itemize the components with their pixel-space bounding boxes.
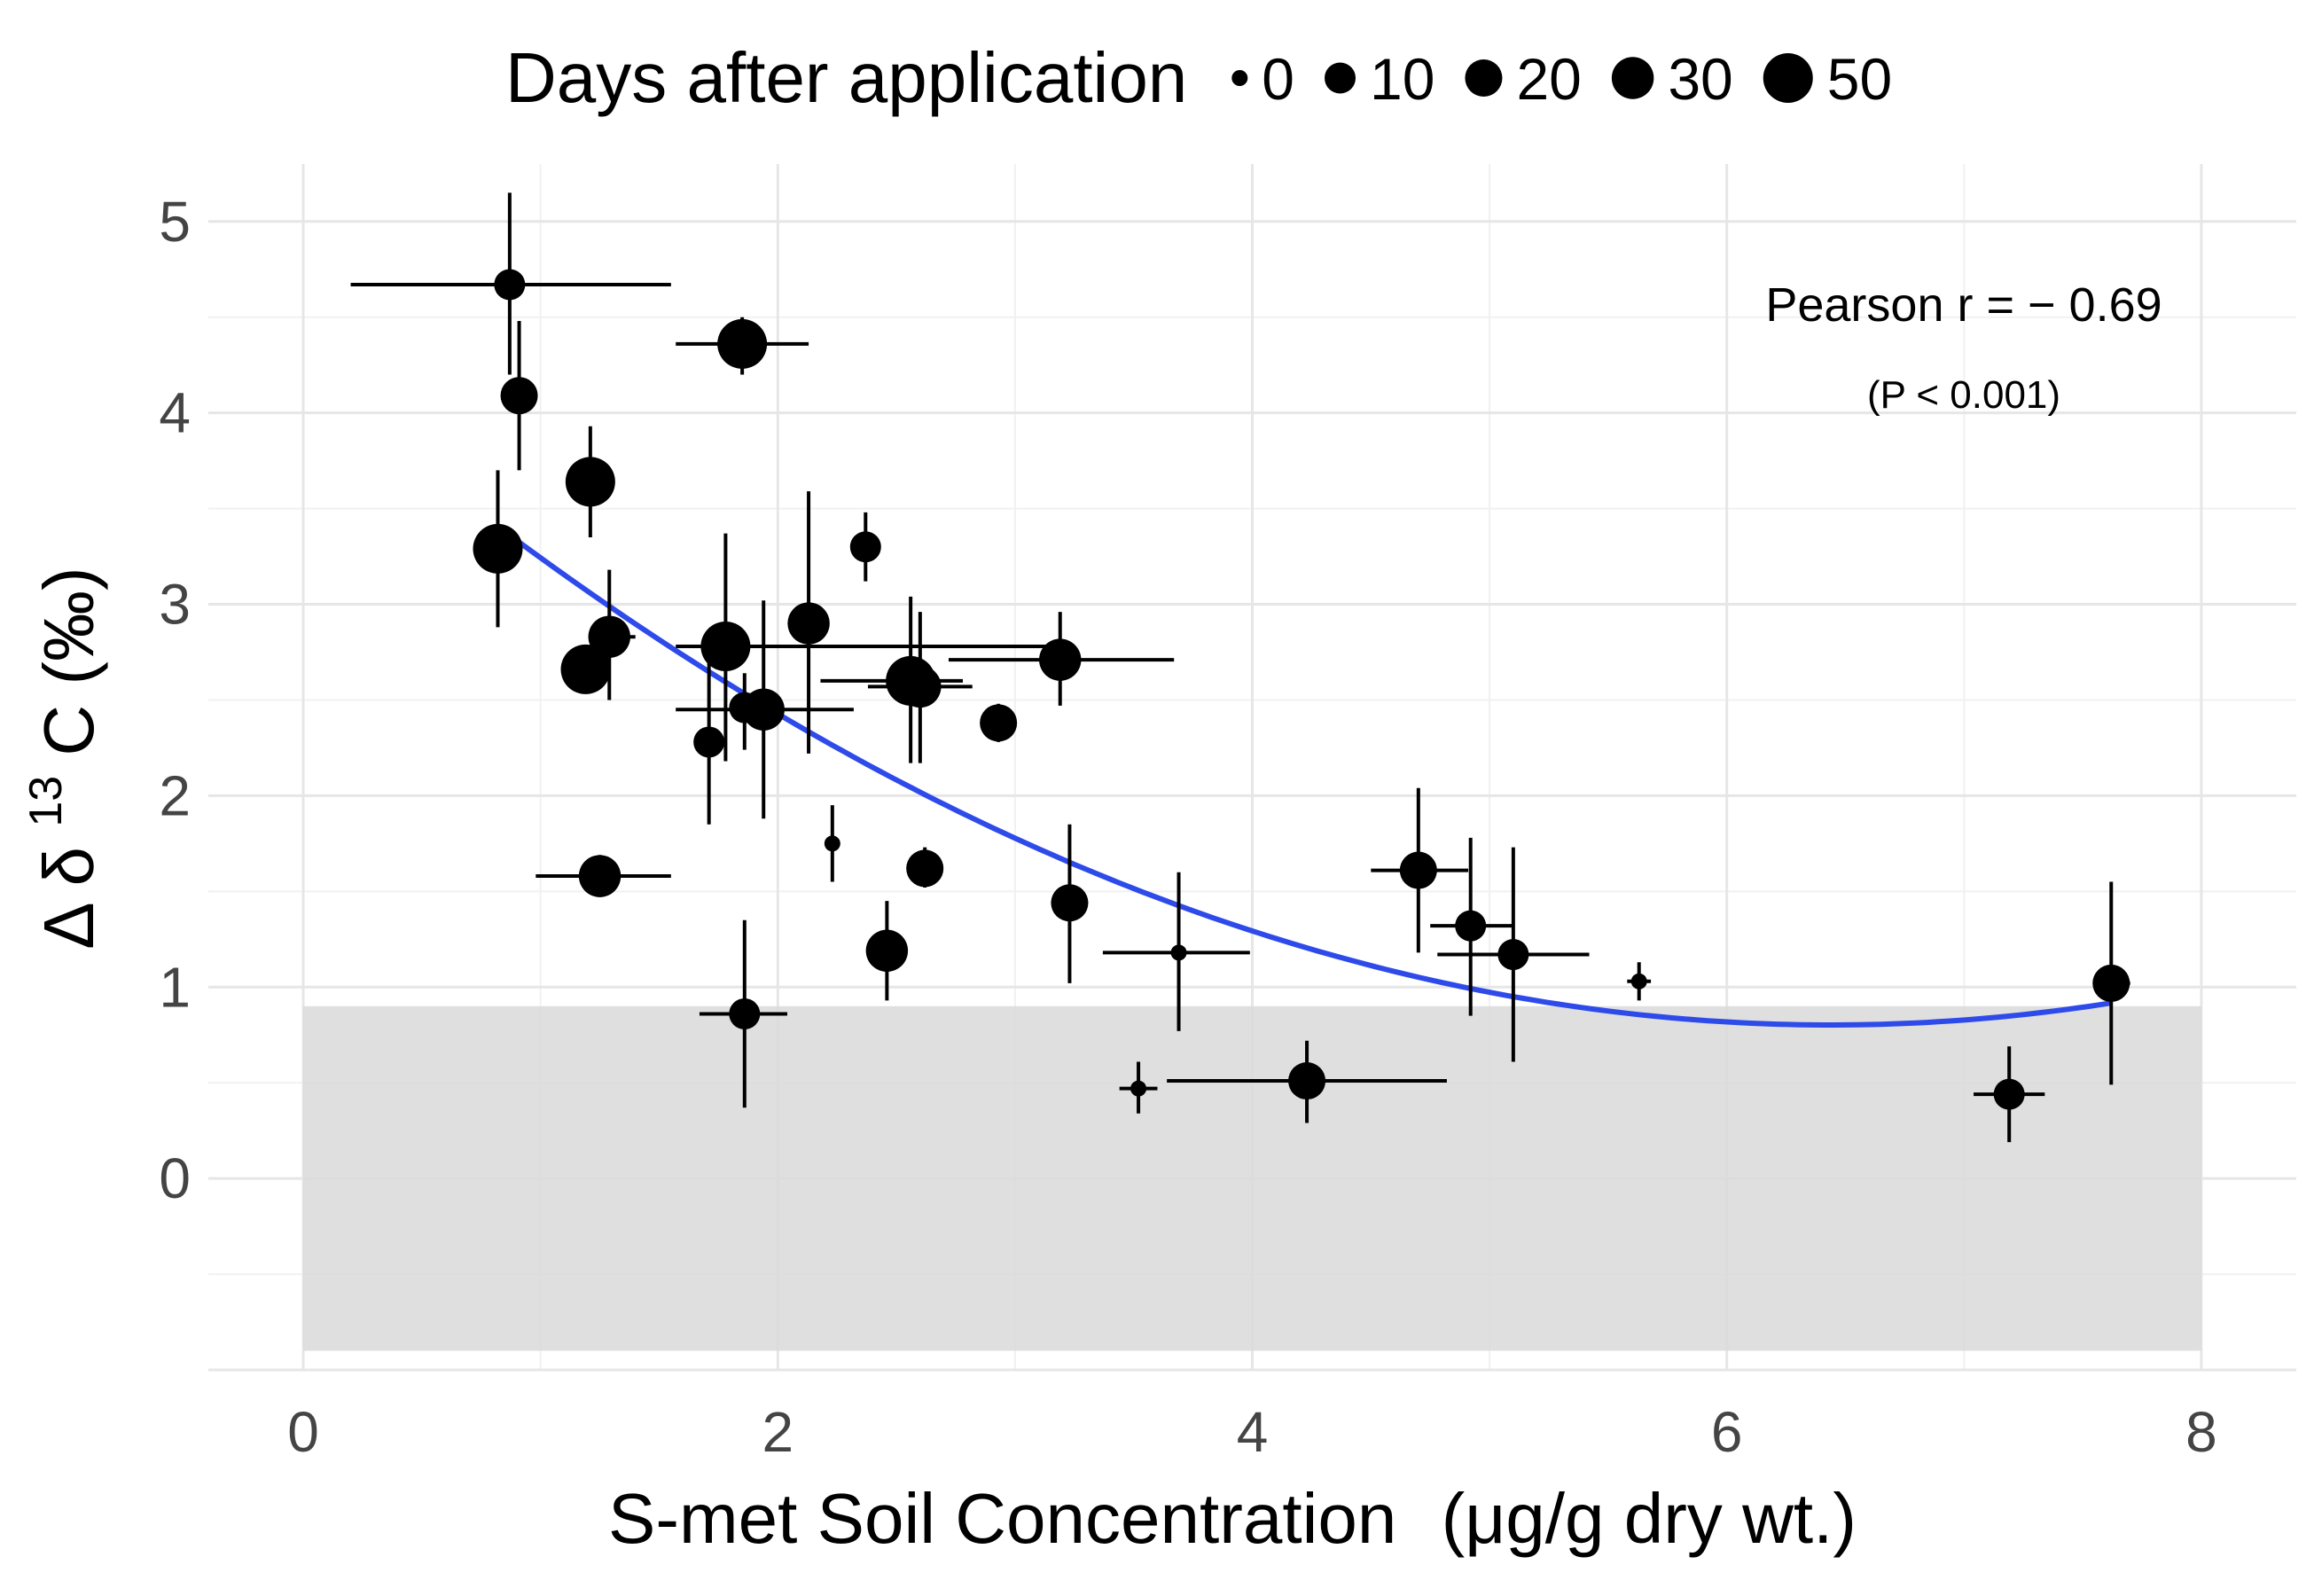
y-axis-label-superscript: 13 bbox=[20, 776, 72, 827]
data-point bbox=[787, 602, 830, 645]
data-point bbox=[693, 726, 725, 758]
x-axis-title: S-met Soil Concentration (μg/g dry wt.) bbox=[608, 1479, 1857, 1558]
data-point bbox=[565, 457, 615, 507]
data-point bbox=[1630, 973, 1647, 990]
data-point bbox=[717, 318, 768, 369]
legend-title: Days after application bbox=[505, 38, 1187, 117]
annotation-line-2: (P < 0.001) bbox=[1867, 373, 2060, 417]
error-bars bbox=[350, 192, 2130, 1143]
legend-key bbox=[1611, 57, 1654, 99]
data-points bbox=[473, 269, 2130, 1110]
data-point bbox=[729, 998, 761, 1029]
data-point bbox=[824, 835, 840, 852]
data-point bbox=[588, 615, 630, 658]
legend-key bbox=[1325, 62, 1356, 94]
data-point bbox=[1399, 851, 1437, 889]
legend-key bbox=[1763, 53, 1813, 103]
data-point bbox=[865, 929, 909, 972]
data-point bbox=[1993, 1078, 2025, 1110]
x-tick-label: 8 bbox=[2185, 1400, 2217, 1464]
data-point bbox=[899, 665, 942, 708]
x-axis-unit: (μg/g dry wt.) bbox=[1442, 1479, 1857, 1558]
legend-label: 30 bbox=[1668, 46, 1732, 112]
data-point bbox=[1170, 944, 1187, 961]
data-point bbox=[473, 523, 523, 574]
fit-line bbox=[496, 524, 2112, 1028]
legend-label: 50 bbox=[1827, 46, 1892, 112]
pearson-annotation: Pearson r = − 0.69 (P < 0.001) bbox=[1765, 278, 2162, 417]
y-tick-label: 5 bbox=[159, 190, 191, 254]
y-axis-label-prefix: Δ δ bbox=[29, 847, 108, 950]
data-point bbox=[980, 704, 1018, 742]
x-tick-label: 6 bbox=[1711, 1400, 1743, 1464]
data-point bbox=[560, 644, 611, 694]
reference-band bbox=[303, 1005, 2201, 1351]
data-point bbox=[494, 269, 526, 301]
y-axis-label-suffix: C (‰) bbox=[29, 567, 108, 755]
fit-line-layer bbox=[496, 524, 2112, 1028]
data-point bbox=[700, 622, 751, 671]
reference-band-layer bbox=[303, 1005, 2201, 1351]
legend-key bbox=[1231, 70, 1248, 86]
x-tick-label: 0 bbox=[287, 1400, 319, 1464]
data-point bbox=[1130, 1080, 1147, 1097]
data-point bbox=[742, 688, 785, 731]
data-point bbox=[500, 377, 538, 415]
x-tick-label: 4 bbox=[1237, 1400, 1269, 1464]
legend: Days after application 0 10 20 30 50 bbox=[505, 38, 1892, 117]
y-tick-label: 4 bbox=[159, 381, 191, 445]
annotation-line-1: Pearson r = − 0.69 bbox=[1765, 278, 2162, 332]
data-point bbox=[1051, 884, 1089, 922]
legend-label: 0 bbox=[1262, 46, 1294, 112]
y-tick-label: 0 bbox=[159, 1146, 191, 1210]
legend-label: 10 bbox=[1370, 46, 1435, 112]
data-point bbox=[906, 849, 944, 888]
data-point bbox=[2092, 964, 2130, 1002]
legend-label: 20 bbox=[1516, 46, 1581, 112]
data-point bbox=[578, 855, 621, 897]
tick-labels: 0 2 4 6 8 0 1 2 3 4 5 bbox=[159, 190, 2216, 1464]
data-point bbox=[1455, 910, 1487, 942]
data-point bbox=[1497, 939, 1529, 971]
data-point bbox=[849, 531, 881, 563]
y-axis-title: Δ δ 13 C (‰) bbox=[0, 567, 108, 949]
x-axis-label: S-met Soil Concentration bbox=[608, 1479, 1396, 1558]
y-tick-label: 2 bbox=[159, 763, 191, 827]
y-tick-label: 1 bbox=[159, 955, 191, 1019]
x-tick-label: 2 bbox=[762, 1400, 793, 1464]
data-point bbox=[1288, 1062, 1326, 1100]
y-tick-label: 3 bbox=[159, 573, 191, 637]
legend-key bbox=[1465, 59, 1503, 98]
data-point bbox=[1039, 638, 1082, 681]
